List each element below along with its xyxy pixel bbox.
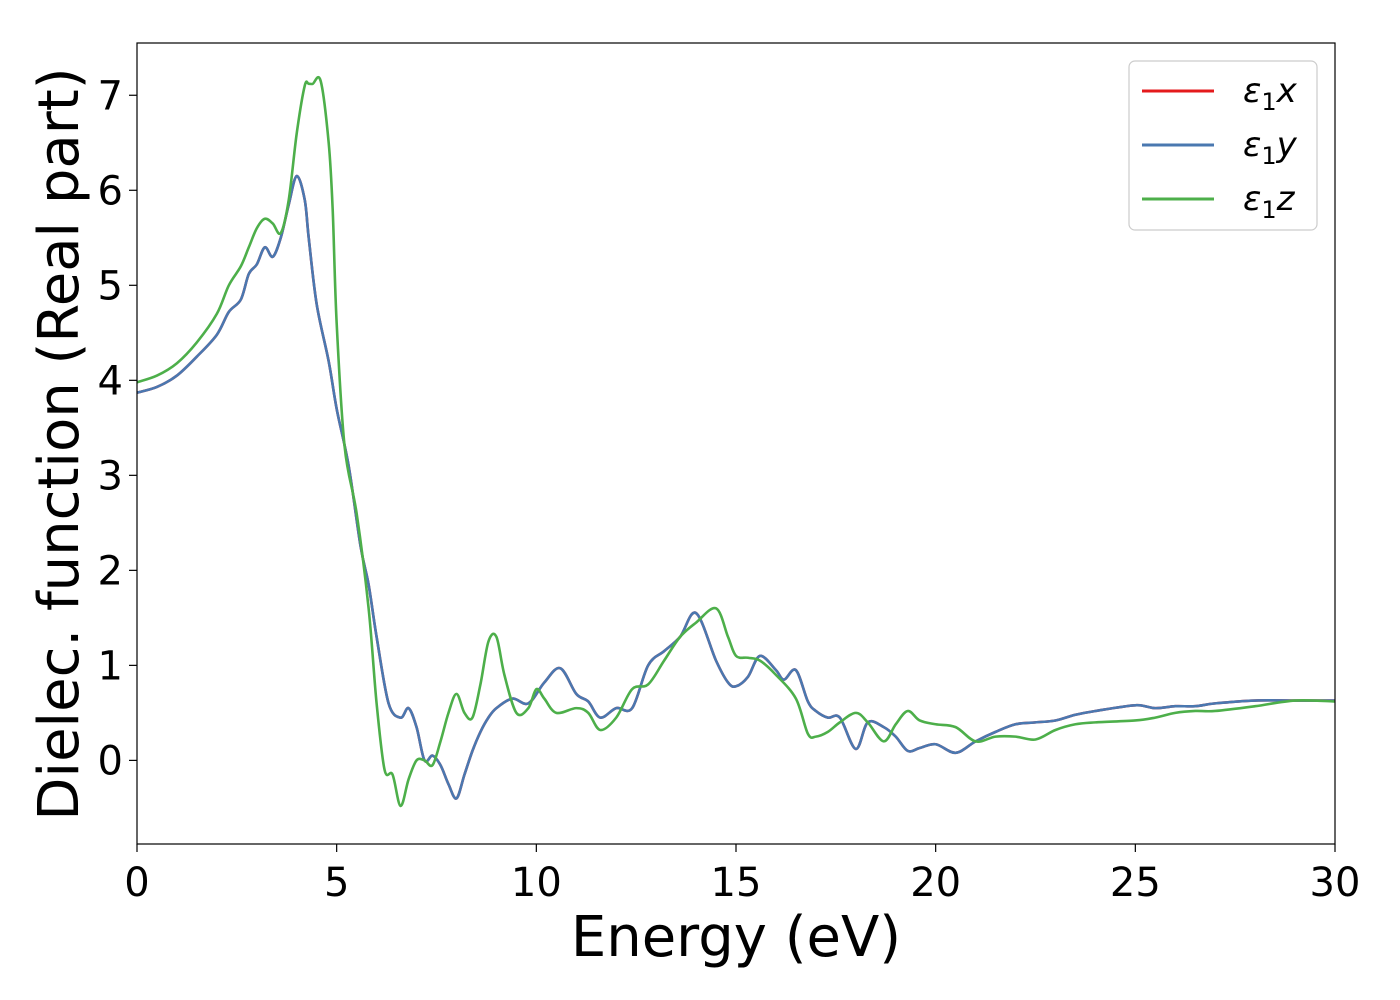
legend-label-y: ε1y [1243,125,1298,170]
x-tick-label: 0 [124,860,149,906]
legend-label-z: ε1z [1243,179,1296,224]
legend-symbol: ε [1243,125,1261,165]
legend-variable: z [1276,179,1296,219]
x-axis-ticks: 0 5 10 15 20 25 30 [124,844,1360,906]
y-tick-label: 4 [98,358,123,404]
legend-subscript: 1 [1261,196,1276,224]
legend-symbol: ε [1243,71,1261,111]
x-tick-label: 10 [511,860,562,906]
series-line-z [137,75,1335,808]
legend-subscript: 1 [1261,142,1276,170]
y-tick-label: 1 [98,643,123,689]
legend-label-x: ε1x [1243,71,1298,116]
series-layer [137,75,1335,808]
y-tick-label: 6 [98,168,123,214]
legend-box [1128,60,1318,231]
x-tick-label: 20 [910,860,961,906]
x-tick-label: 25 [1110,860,1161,906]
y-axis-title: Dielec. function (Real part) [27,67,92,820]
x-axis-title: Energy (eV) [571,905,901,970]
y-tick-label: 7 [98,73,123,119]
y-tick-label: 2 [98,548,123,594]
legend-symbol: ε [1243,179,1261,219]
y-axis-ticks: 0 1 2 3 4 5 6 7 [98,73,137,784]
y-tick-label: 3 [98,453,123,499]
x-tick-label: 15 [711,860,762,906]
legend-subscript: 1 [1261,88,1276,116]
y-tick-label: 0 [98,738,123,784]
legend-variable: y [1276,125,1298,165]
x-tick-label: 5 [324,860,349,906]
x-tick-label: 30 [1310,860,1361,906]
y-tick-label: 5 [98,263,123,309]
legend-variable: x [1276,71,1298,111]
